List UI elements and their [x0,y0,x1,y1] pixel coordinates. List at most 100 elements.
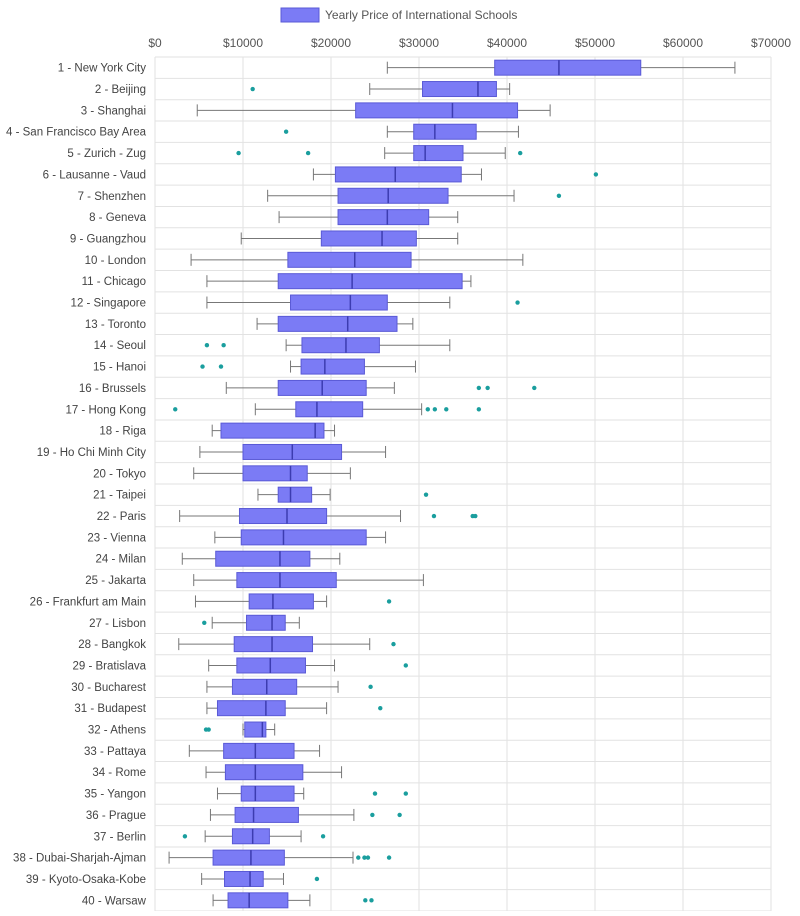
box-iqr [290,294,388,311]
category-label: 39 - Kyoto-Osaka-Kobe [26,874,146,886]
box-item[interactable] [173,401,482,418]
box-item[interactable] [194,593,392,610]
box-item[interactable] [196,102,551,119]
outlier-point [369,898,374,903]
box-item[interactable] [205,764,343,781]
box-item[interactable] [386,59,736,76]
x-tick-label: $50000 [575,36,615,50]
box-item[interactable] [209,806,402,823]
box-item[interactable] [181,550,341,567]
category-label: 31 - Budapest [74,703,146,715]
box-item[interactable] [201,870,320,887]
box-item[interactable] [193,465,351,482]
outlier-point [320,834,326,839]
box-item[interactable] [216,785,408,802]
outlier-point [182,834,188,839]
category-label: 21 - Taipei [93,490,146,502]
box-item[interactable] [236,145,523,162]
box-item[interactable] [214,529,387,546]
category-label: 40 - Warsaw [82,895,147,907]
box-item[interactable] [178,636,396,653]
outlier-point [391,641,396,647]
box-item[interactable] [211,422,336,439]
outlier-point [218,364,224,369]
box-item[interactable] [206,294,520,311]
box-iqr [295,401,364,418]
box-item[interactable] [250,81,511,98]
box-item[interactable] [168,849,392,866]
box-item[interactable] [203,721,276,738]
outlier-point [476,385,482,391]
box-item[interactable] [206,678,373,695]
outlier-point [425,407,430,412]
box-item[interactable] [182,828,326,845]
box-item[interactable] [283,123,519,140]
outlier-point [206,727,211,732]
box-item[interactable] [204,337,451,354]
outlier-point [202,620,207,625]
outlier-point [423,492,429,497]
box-iqr [233,636,314,653]
box-item[interactable] [225,379,537,396]
outlier-point [386,855,392,860]
box-item[interactable] [202,614,300,631]
legend[interactable]: Yearly Price of International Schools [280,7,517,23]
box-item[interactable] [257,486,429,503]
box-iqr [224,870,264,887]
box-item[interactable] [193,572,424,589]
box-item[interactable] [190,251,524,268]
outlier-point [236,150,241,156]
box-iqr [413,145,464,162]
outlier-point [403,663,408,668]
outlier-point [368,684,373,690]
category-label: 1 - New York City [58,63,146,75]
category-label: 14 - Seoul [94,340,146,352]
box-item[interactable] [200,358,416,375]
box-iqr [223,742,295,759]
outlier-point [403,791,408,796]
outlier-point [476,407,482,412]
box-item[interactable] [179,508,478,525]
box-item[interactable] [188,742,321,759]
box-iqr [231,678,298,695]
outlier-point [473,513,478,519]
outlier-point [204,343,210,348]
box-item[interactable] [208,657,408,674]
box-iqr [231,828,270,845]
box-item[interactable] [267,187,562,204]
outlier-point [518,150,523,156]
box-iqr [413,123,477,140]
outlier-point [314,876,320,882]
box-item[interactable] [206,273,472,290]
box-item[interactable] [256,315,414,332]
outlier-point [200,364,205,369]
box-item[interactable] [312,166,599,183]
legend-swatch [280,7,320,23]
box-iqr [240,785,295,802]
box-item[interactable] [206,700,383,717]
category-label: 38 - Dubai-Sharjah-Ajman [13,853,146,865]
category-label: 13 - Toronto [85,319,146,331]
category-label: 34 - Rome [92,767,146,779]
outlier-point [556,193,562,198]
category-label: 37 - Berlin [94,831,146,843]
x-axis-ticks: $0 $10000 $20000 $30000 $40000 $50000 $60000 $7… [148,36,791,50]
outlier-point [593,172,599,177]
box-iqr [300,358,365,375]
category-label: 12 - Singapore [71,298,146,310]
box-iqr [301,337,380,354]
box-item[interactable] [240,230,459,247]
box-iqr [244,721,267,738]
box-iqr [334,166,462,183]
box-iqr [277,315,398,332]
box-item[interactable] [278,209,459,226]
box-series [168,59,736,909]
box-item[interactable] [199,443,387,460]
x-tick-label: $20000 [311,36,351,50]
outlier-point [356,855,361,860]
box-iqr [355,102,519,119]
box-item[interactable] [212,892,374,909]
outlier-point [397,812,402,818]
box-iqr [337,187,449,204]
